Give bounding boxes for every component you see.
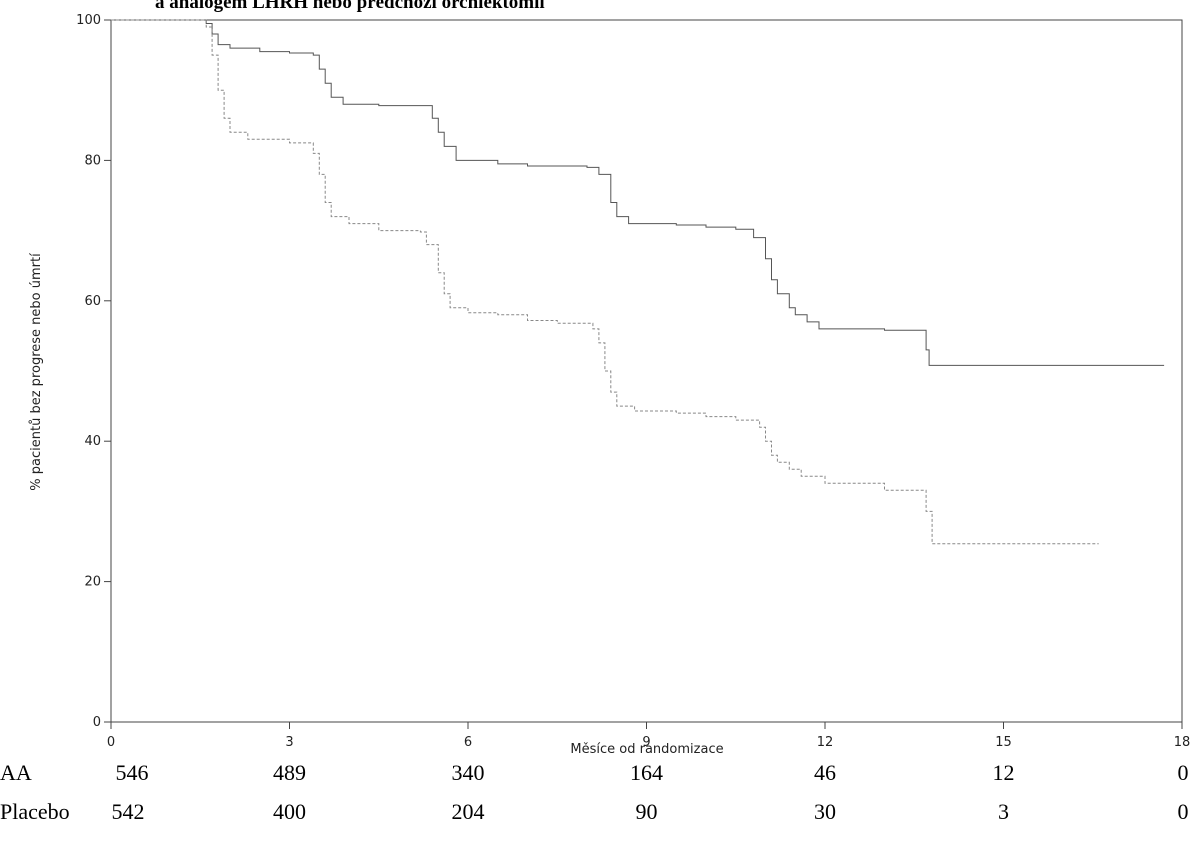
at-risk-count: 164 xyxy=(630,760,663,785)
km-plot: 0 20 40 60 80 100 0 3 6 9 12 15 18 % pacientů bez p… xyxy=(29,13,1190,757)
y-axis: 0 20 40 60 80 100 xyxy=(76,13,111,730)
at-risk-count: 30 xyxy=(814,799,836,824)
series-line-aa xyxy=(111,19,1165,366)
y-axis-title: % pacientů bez progrese nebo úmrtí xyxy=(29,253,44,491)
at-risk-row-aa: AA 546 489 340 164 46 12 0 xyxy=(0,760,1199,786)
series-group xyxy=(111,19,1165,545)
y-tick-label: 40 xyxy=(84,434,101,449)
x-tick-label: 15 xyxy=(995,735,1012,750)
at-risk-count: 546 xyxy=(115,760,149,785)
x-tick-label: 12 xyxy=(817,735,834,750)
at-risk-count: 340 xyxy=(451,760,485,785)
x-tick-label: 3 xyxy=(285,735,293,750)
at-risk-row-placebo: Placebo 542 400 204 90 30 3 0 xyxy=(0,799,1199,825)
chart-title: a analogem LHRH nebo předchozí orchiekto… xyxy=(155,0,545,13)
plot-frame xyxy=(110,19,1183,723)
series-line-placebo xyxy=(111,19,1099,545)
at-risk-count: 3 xyxy=(998,799,1009,824)
at-risk-count: 46 xyxy=(814,760,836,785)
at-risk-count: 400 xyxy=(273,799,306,824)
at-risk-count: 0 xyxy=(1177,799,1189,824)
x-axis: 0 3 6 9 12 15 18 xyxy=(107,722,1190,750)
x-axis-title: Měsíce od randomizace xyxy=(570,742,723,757)
y-tick-label: 20 xyxy=(84,575,101,590)
at-risk-count: 90 xyxy=(635,799,658,824)
at-risk-count: 204 xyxy=(451,799,485,824)
at-risk-count: 542 xyxy=(111,799,145,824)
at-risk-group-label: Placebo xyxy=(0,799,70,824)
at-risk-count: 489 xyxy=(273,760,306,785)
y-tick-label: 100 xyxy=(76,13,101,28)
x-tick-label: 6 xyxy=(464,735,472,750)
x-tick-label: 0 xyxy=(107,735,115,750)
x-tick-label: 9 xyxy=(642,735,650,750)
at-risk-count: 0 xyxy=(1177,760,1189,785)
y-tick-label: 60 xyxy=(84,294,101,309)
y-tick-label: 0 xyxy=(93,715,101,730)
plot-border xyxy=(110,19,1183,723)
at-risk-count: 12 xyxy=(992,760,1015,785)
y-tick-label: 80 xyxy=(84,153,101,168)
x-tick-label: 18 xyxy=(1174,735,1191,750)
at-risk-group-label: AA xyxy=(0,760,32,785)
